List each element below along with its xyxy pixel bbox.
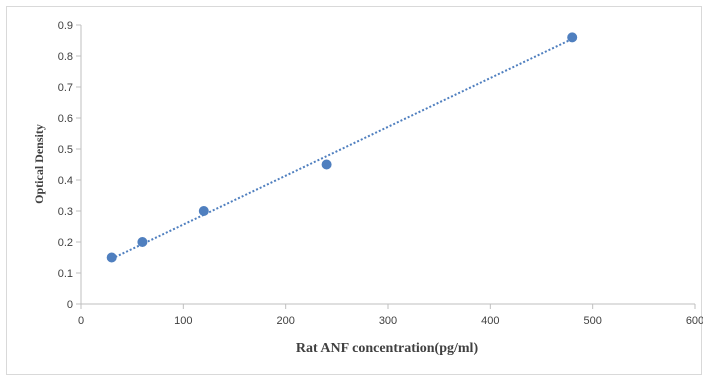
x-tick-label: 100 (174, 315, 192, 327)
trendline (111, 38, 573, 260)
x-tick-label: 200 (276, 315, 294, 327)
x-tick-label: 400 (481, 315, 499, 327)
x-tick-label: 300 (379, 315, 397, 327)
axes (80, 25, 695, 305)
y-tick-label: 0.8 (58, 51, 73, 63)
y-tick-label: 0.7 (58, 82, 73, 94)
data-point (137, 237, 148, 247)
x-tick-label: 0 (78, 315, 84, 327)
x-tick-labels: 0 100 200 300 400 500 600 (78, 304, 703, 327)
y-tick-label: 0.6 (58, 113, 73, 125)
data-points (106, 32, 578, 263)
chart-frame (6, 6, 702, 375)
y-tick-label: 0.4 (58, 175, 73, 187)
y-tick-label: 0.3 (58, 206, 73, 218)
y-tick-labels: 0 0.1 0.2 0.3 0.4 0.5 0.6 0.7 0.8 0.9 (58, 20, 81, 311)
y-tick-label: 0.1 (58, 268, 73, 280)
x-axis-title: Rat ANF concentration(pg/ml) (296, 341, 479, 356)
data-point (106, 252, 117, 263)
x-tick-label: 600 (686, 315, 703, 327)
trendline-layer (111, 38, 573, 260)
data-point (567, 32, 578, 43)
y-tick-label: 0 (67, 299, 73, 311)
y-tick-label: 0.5 (58, 144, 73, 156)
x-tick-label: 500 (583, 315, 601, 327)
data-point (198, 206, 209, 216)
y-axis-title: Optical Density (32, 124, 46, 204)
y-tick-label: 0.2 (58, 237, 73, 249)
data-point (321, 159, 332, 170)
y-tick-label: 0.9 (58, 20, 73, 32)
